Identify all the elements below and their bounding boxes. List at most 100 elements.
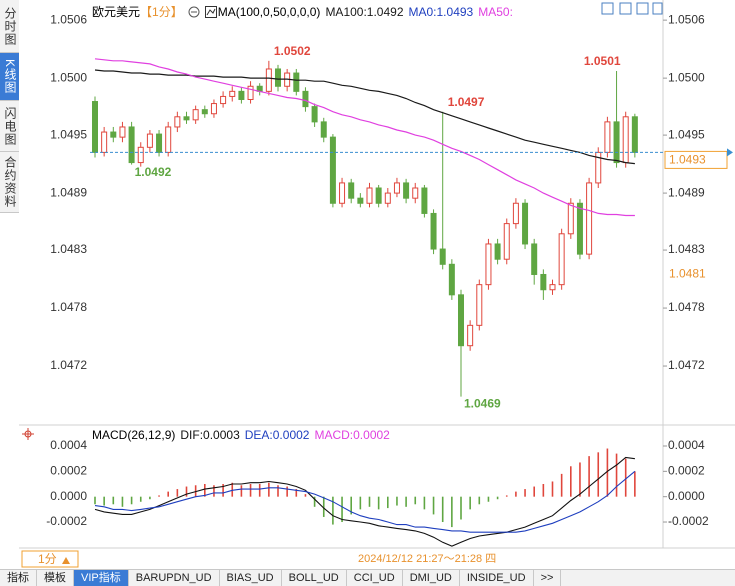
tab[interactable]: BOLL_UD: [282, 570, 347, 586]
period: 【1分】: [140, 5, 183, 19]
legend-entry: MA50:: [478, 4, 513, 19]
y-tick-label: 1.0506: [668, 12, 705, 26]
candle-body: [604, 121, 611, 153]
candle-body: [156, 133, 163, 153]
candle-body: [238, 90, 245, 100]
candle-body: [421, 187, 428, 214]
chart-title: 欧元美元: [92, 5, 141, 19]
high-label: 1.0502: [274, 44, 311, 58]
y-tick-label: 1.0500: [668, 70, 705, 84]
candle-body: [384, 192, 391, 204]
last-price-box: [664, 150, 728, 169]
sidebar-tab[interactable]: 合约资料: [0, 152, 19, 213]
candle-body: [137, 146, 144, 164]
candle-body: [558, 233, 565, 286]
tab[interactable]: 指标: [0, 570, 37, 586]
icon[interactable]: [188, 6, 200, 18]
low-label: 1.0492: [135, 165, 172, 179]
candle-body: [403, 182, 410, 199]
low-label: 1.0469: [464, 397, 501, 411]
legend-entry: MA0:1.0493: [408, 4, 474, 19]
candle-body: [512, 202, 519, 225]
icon[interactable]: [204, 5, 217, 18]
candle-body: [265, 68, 272, 92]
candle-body: [165, 126, 172, 153]
candle-body: [631, 116, 638, 153]
tab[interactable]: BIAS_UD: [220, 570, 282, 586]
candle-body: [595, 151, 602, 184]
candle-body: [430, 212, 437, 250]
y-tick-label: 1.0472: [50, 358, 87, 372]
candle-body: [339, 182, 346, 204]
y-tick-label: 1.0495: [50, 127, 87, 141]
period-arrow[interactable]: [62, 557, 70, 564]
y-tick-label: 0.0004: [50, 438, 87, 452]
candle-body: [183, 116, 190, 121]
icon[interactable]: [652, 2, 663, 15]
candle-body: [192, 109, 199, 121]
tab[interactable]: VIP指标: [74, 570, 129, 586]
candle-body: [247, 85, 254, 100]
candle-body: [485, 243, 492, 286]
candle-body: [439, 248, 446, 265]
candle-body: [412, 187, 419, 199]
candle-body: [476, 284, 483, 326]
ma-line: [94, 69, 635, 165]
macd-icon[interactable]: [22, 428, 34, 440]
legend-entry: MA100:1.0492: [325, 4, 404, 19]
icon[interactable]: [619, 2, 632, 15]
candle-body: [357, 197, 364, 204]
candle-body: [549, 284, 556, 291]
candle-body: [92, 101, 98, 153]
candle-body: [348, 182, 355, 199]
candle-body: [522, 202, 529, 245]
y-tick-label: 1.0489: [668, 185, 705, 199]
chart: 1分 2024/12/12 21:27～21:28 四 1.0506 1.0506…: [19, 0, 735, 568]
candle-body: [293, 72, 300, 92]
y-tick-label: 1.0489: [50, 185, 87, 199]
y-tick-label: 0.0000: [50, 489, 87, 503]
macd-line: [94, 470, 636, 533]
y-tick-label: 1.0483: [668, 242, 705, 256]
y-tick-label: -0.0002: [46, 514, 87, 528]
tab[interactable]: INSIDE_UD: [460, 570, 534, 586]
y-tick-label: 1.0506: [50, 12, 87, 26]
candle-body: [448, 263, 455, 296]
legend-entry: DIF:0.0003: [180, 428, 240, 442]
sidebar-tab[interactable]: K线图: [0, 53, 19, 101]
candle-body: [494, 243, 501, 260]
icon[interactable]: [601, 2, 614, 15]
high-label: 1.0497: [448, 95, 485, 109]
candle-body: [531, 243, 538, 275]
candle-body: [146, 133, 153, 148]
candle-body: [467, 324, 474, 347]
candle-body: [393, 182, 400, 194]
tab[interactable]: 模板: [37, 570, 74, 586]
candle-body: [229, 90, 236, 97]
y-tick-label: 1.0500: [50, 70, 87, 84]
candle-body: [329, 136, 336, 204]
tab[interactable]: >>: [534, 570, 562, 586]
candle-body: [220, 95, 227, 105]
candle-body: [458, 294, 464, 347]
marker-price-label: 1.0481: [669, 267, 706, 281]
tab[interactable]: BARUPDN_UD: [129, 570, 220, 586]
y-tick-label: 0.0002: [668, 464, 705, 478]
toolbar-icons[interactable]: [601, 2, 663, 15]
candle-body: [210, 103, 217, 115]
candle-body: [622, 116, 629, 164]
candle-body: [101, 131, 108, 153]
y-tick-label: 1.0472: [668, 358, 705, 372]
candle-body: [275, 68, 281, 87]
candle-body: [576, 202, 583, 255]
sidebar-tab[interactable]: 闪电图: [0, 101, 19, 152]
sidebar-tab[interactable]: 分时图: [0, 0, 19, 53]
chart-title: MACD(26,12,9): [92, 428, 176, 442]
icon[interactable]: [636, 2, 649, 15]
y-tick-label: -0.0002: [668, 514, 709, 528]
candle-body: [119, 126, 126, 138]
period-label[interactable]: 1分: [38, 552, 57, 566]
tab[interactable]: DMI_UD: [403, 570, 460, 586]
tab[interactable]: CCI_UD: [347, 570, 403, 586]
y-tick-label: 1.0483: [50, 242, 87, 256]
